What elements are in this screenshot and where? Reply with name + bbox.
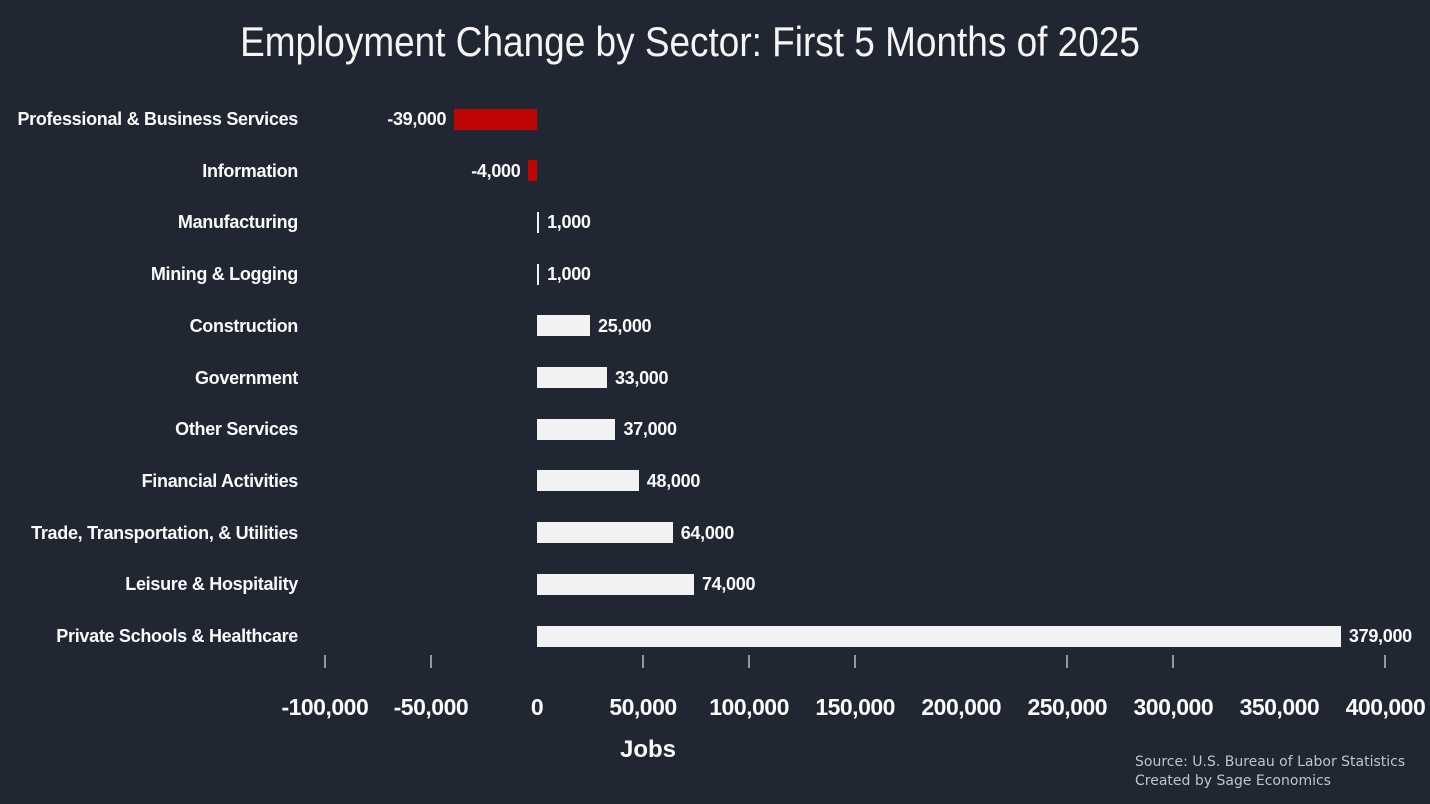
value-label: 64,000 xyxy=(680,522,735,543)
x-axis-tick-mark xyxy=(1172,655,1175,668)
value-label: 48,000 xyxy=(646,470,701,491)
category-label: Mining & Logging xyxy=(150,264,298,285)
category-label: Trade, Transportation, & Utilities xyxy=(31,522,298,543)
chart-title: Employment Change by Sector: First 5 Mon… xyxy=(240,18,1140,65)
bar xyxy=(536,522,673,544)
bar xyxy=(528,160,537,182)
x-axis-tick-label: -50,000 xyxy=(393,694,469,720)
bar xyxy=(536,315,590,337)
bar xyxy=(454,108,537,130)
x-axis-tick-label: 50,000 xyxy=(609,694,677,720)
category-label: Private Schools & Healthcare xyxy=(56,626,298,646)
x-axis-tick-mark xyxy=(323,655,326,668)
x-axis-tick-label: 150,000 xyxy=(815,694,895,720)
x-axis-tick-mark xyxy=(854,655,857,668)
x-axis-tick-label: 350,000 xyxy=(1239,694,1320,720)
category-label: Financial Activities xyxy=(141,470,299,491)
x-axis-label: Jobs xyxy=(619,736,676,763)
x-axis-tick-label: 400,000 xyxy=(1345,694,1426,720)
bar xyxy=(536,211,540,233)
x-axis-tick-label: 200,000 xyxy=(921,694,1002,720)
value-label: 1,000 xyxy=(547,264,591,285)
value-label: 379,000 xyxy=(1348,626,1412,646)
x-axis-tick-label: 100,000 xyxy=(709,694,789,720)
value-label: 74,000 xyxy=(701,574,756,595)
source-line-1: Source: U.S. Bureau of Labor Statistics xyxy=(1135,754,1406,770)
x-axis-tick-label: 0 xyxy=(530,694,544,720)
value-label: 25,000 xyxy=(598,315,652,336)
category-label: Manufacturing xyxy=(177,212,298,233)
x-axis-tick-mark xyxy=(429,655,432,668)
value-label: 1,000 xyxy=(547,212,591,233)
category-label: Other Services xyxy=(175,419,298,440)
x-axis-tick-label: 300,000 xyxy=(1133,694,1214,720)
value-label: 33,000 xyxy=(614,367,669,388)
x-axis-tick-mark xyxy=(1384,655,1387,668)
x-axis-tick-mark xyxy=(1066,655,1069,668)
category-label: Leisure & Hospitality xyxy=(125,574,298,595)
category-label: Government xyxy=(194,367,298,388)
bar xyxy=(536,263,540,285)
x-axis-tick-label: 250,000 xyxy=(1027,694,1108,720)
category-label: Construction xyxy=(189,315,299,336)
x-axis-tick-mark xyxy=(748,655,751,668)
value-label: -39,000 xyxy=(387,109,447,129)
bar xyxy=(536,367,607,388)
category-label: Information xyxy=(202,160,298,181)
bar xyxy=(536,625,1341,647)
bar xyxy=(536,573,694,595)
value-label: 37,000 xyxy=(623,419,677,440)
x-axis-tick-label: -100,000 xyxy=(281,694,369,720)
bar xyxy=(536,470,639,492)
bar xyxy=(536,418,616,440)
source-credit: Source: U.S. Bureau of Labor Statistics … xyxy=(1135,753,1405,791)
value-label: -4,000 xyxy=(471,160,521,181)
category-label: Professional & Business Services xyxy=(17,109,298,129)
source-line-2: Created by Sage Economics xyxy=(1135,773,1331,789)
x-axis-tick-mark xyxy=(642,655,645,668)
